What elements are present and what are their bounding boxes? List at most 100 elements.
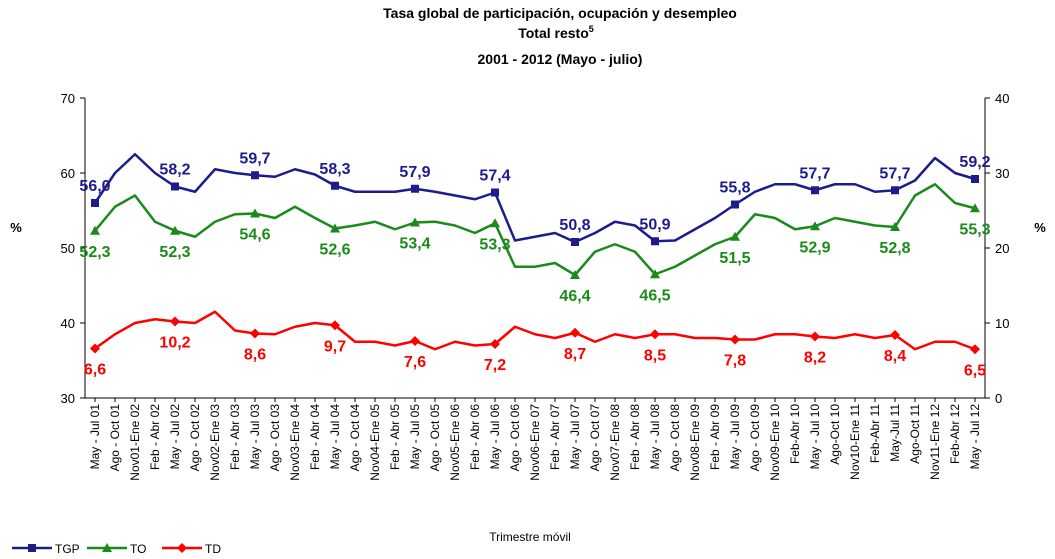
x-tick-label: Ago - Oct 02 bbox=[188, 404, 202, 472]
data-label: 50,8 bbox=[559, 217, 590, 234]
x-tick-label: Feb - Abr 03 bbox=[228, 404, 242, 470]
marker bbox=[170, 316, 180, 327]
x-tick-label: Nov09-Ene 10 bbox=[768, 404, 782, 481]
legend-label: TGP bbox=[55, 542, 80, 556]
x-tick-label: May - Jul 04 bbox=[328, 404, 342, 470]
data-label: 56,0 bbox=[79, 178, 110, 195]
chart-subtitle: Total resto5 bbox=[518, 24, 594, 41]
data-label: 52,3 bbox=[159, 244, 190, 261]
data-label: 46,5 bbox=[639, 287, 670, 304]
x-tick-label: May - Jul 05 bbox=[408, 404, 422, 470]
x-tick-label: Feb-Abr 10 bbox=[788, 404, 802, 464]
data-label: 8,5 bbox=[644, 347, 666, 364]
x-tick-label: May - Jul 07 bbox=[568, 404, 582, 470]
marker bbox=[651, 237, 659, 246]
data-label: 8,2 bbox=[804, 350, 826, 367]
x-tick-label: Feb - Abr 07 bbox=[548, 404, 562, 470]
data-label: 55,8 bbox=[719, 180, 750, 197]
y2-tick-label: 40 bbox=[995, 91, 1009, 106]
legend-label: TO bbox=[130, 542, 146, 556]
x-tick-label: Ago - Oct 09 bbox=[748, 404, 762, 472]
y-tick-label: 50 bbox=[61, 241, 75, 256]
y-tick-label: 60 bbox=[61, 166, 75, 181]
y-tick-label: 30 bbox=[61, 391, 75, 406]
x-tick-label: Nov05-Ene 06 bbox=[448, 404, 462, 481]
marker bbox=[177, 543, 187, 553]
data-label: 52,3 bbox=[79, 244, 110, 261]
data-label: 8,4 bbox=[884, 348, 906, 365]
data-label: 46,4 bbox=[559, 288, 590, 305]
marker bbox=[410, 217, 420, 227]
data-label: 58,2 bbox=[159, 162, 190, 179]
legend-label: TD bbox=[205, 542, 221, 556]
marker bbox=[570, 327, 580, 338]
x-tick-label: Nov02-Ene 03 bbox=[208, 404, 222, 481]
x-tick-label: Feb-Abr 12 bbox=[948, 404, 962, 464]
data-label: 59,7 bbox=[239, 150, 270, 167]
marker bbox=[90, 225, 100, 235]
x-tick-label: May - Jul 09 bbox=[728, 404, 742, 470]
marker bbox=[491, 188, 499, 197]
data-label: 55,3 bbox=[959, 221, 990, 238]
series-line bbox=[94, 183, 976, 277]
data-label: 51,5 bbox=[719, 250, 750, 267]
marker bbox=[171, 182, 179, 191]
y2-tick-label: 10 bbox=[995, 316, 1009, 331]
marker bbox=[90, 343, 100, 354]
data-label: 9,7 bbox=[324, 338, 346, 355]
marker bbox=[970, 344, 980, 355]
marker bbox=[810, 331, 820, 342]
x-tick-label: Ago - Oct 08 bbox=[668, 404, 682, 472]
x-tick-label: Nov06-Ene 07 bbox=[528, 404, 542, 481]
marker bbox=[331, 181, 339, 190]
marker bbox=[411, 184, 419, 193]
x-tick-label: May - Jul 06 bbox=[488, 404, 502, 470]
y2-tick-label: 0 bbox=[995, 391, 1002, 406]
x-tick-label: Ago - Oct 03 bbox=[268, 404, 282, 472]
marker bbox=[28, 544, 36, 552]
marker bbox=[970, 203, 980, 213]
marker bbox=[170, 225, 180, 235]
x-tick-label: Nov04-Ene 05 bbox=[368, 404, 382, 481]
marker bbox=[811, 186, 819, 195]
y-axis-label: % bbox=[10, 220, 22, 235]
y-tick-label: 70 bbox=[61, 91, 75, 106]
marker bbox=[730, 231, 740, 241]
x-tick-label: Ago - Oct 05 bbox=[428, 404, 442, 472]
data-label: 52,8 bbox=[879, 240, 910, 257]
y-tick-label: 40 bbox=[61, 316, 75, 331]
series-line bbox=[94, 310, 976, 351]
marker bbox=[650, 329, 660, 340]
marker bbox=[650, 269, 660, 279]
x-tick-label: May - Jul 10 bbox=[808, 404, 822, 470]
chart-title: Tasa global de participación, ocupación … bbox=[383, 5, 737, 21]
marker bbox=[971, 175, 979, 183]
marker bbox=[250, 328, 260, 339]
marker bbox=[570, 270, 580, 279]
data-label: 7,8 bbox=[724, 353, 746, 370]
x-tick-label: Nov03-Ene 04 bbox=[288, 404, 302, 481]
marker bbox=[330, 223, 340, 233]
marker bbox=[731, 200, 739, 209]
x-tick-label: Nov11-Ene 12 bbox=[928, 404, 942, 480]
x-tick-label: May - Jul 02 bbox=[168, 404, 182, 470]
y2-tick-label: 30 bbox=[995, 166, 1009, 181]
marker bbox=[810, 221, 820, 231]
marker bbox=[891, 186, 899, 195]
data-label: 6,5 bbox=[964, 362, 986, 379]
x-tick-label: Ago - Oct 07 bbox=[588, 404, 602, 472]
series-line bbox=[93, 153, 976, 244]
data-label: 58,3 bbox=[319, 161, 350, 178]
data-label: 7,2 bbox=[484, 357, 506, 374]
x-tick-label: May - Jul 12 bbox=[968, 404, 982, 470]
x-tick-label: Ago-Oct 10 bbox=[828, 404, 842, 465]
data-label: 54,6 bbox=[239, 227, 270, 244]
y2-axis-label: % bbox=[1034, 220, 1046, 235]
x-tick-label: Ago-Oct 11 bbox=[908, 404, 922, 464]
marker bbox=[571, 238, 579, 246]
x-tick-label: Nov08-Ene 09 bbox=[688, 404, 702, 481]
x-tick-label: Feb - Abr 08 bbox=[628, 404, 642, 470]
data-label: 57,9 bbox=[399, 164, 430, 181]
data-label: 10,2 bbox=[159, 335, 190, 352]
x-tick-label: Feb-Abr 11 bbox=[868, 404, 882, 463]
